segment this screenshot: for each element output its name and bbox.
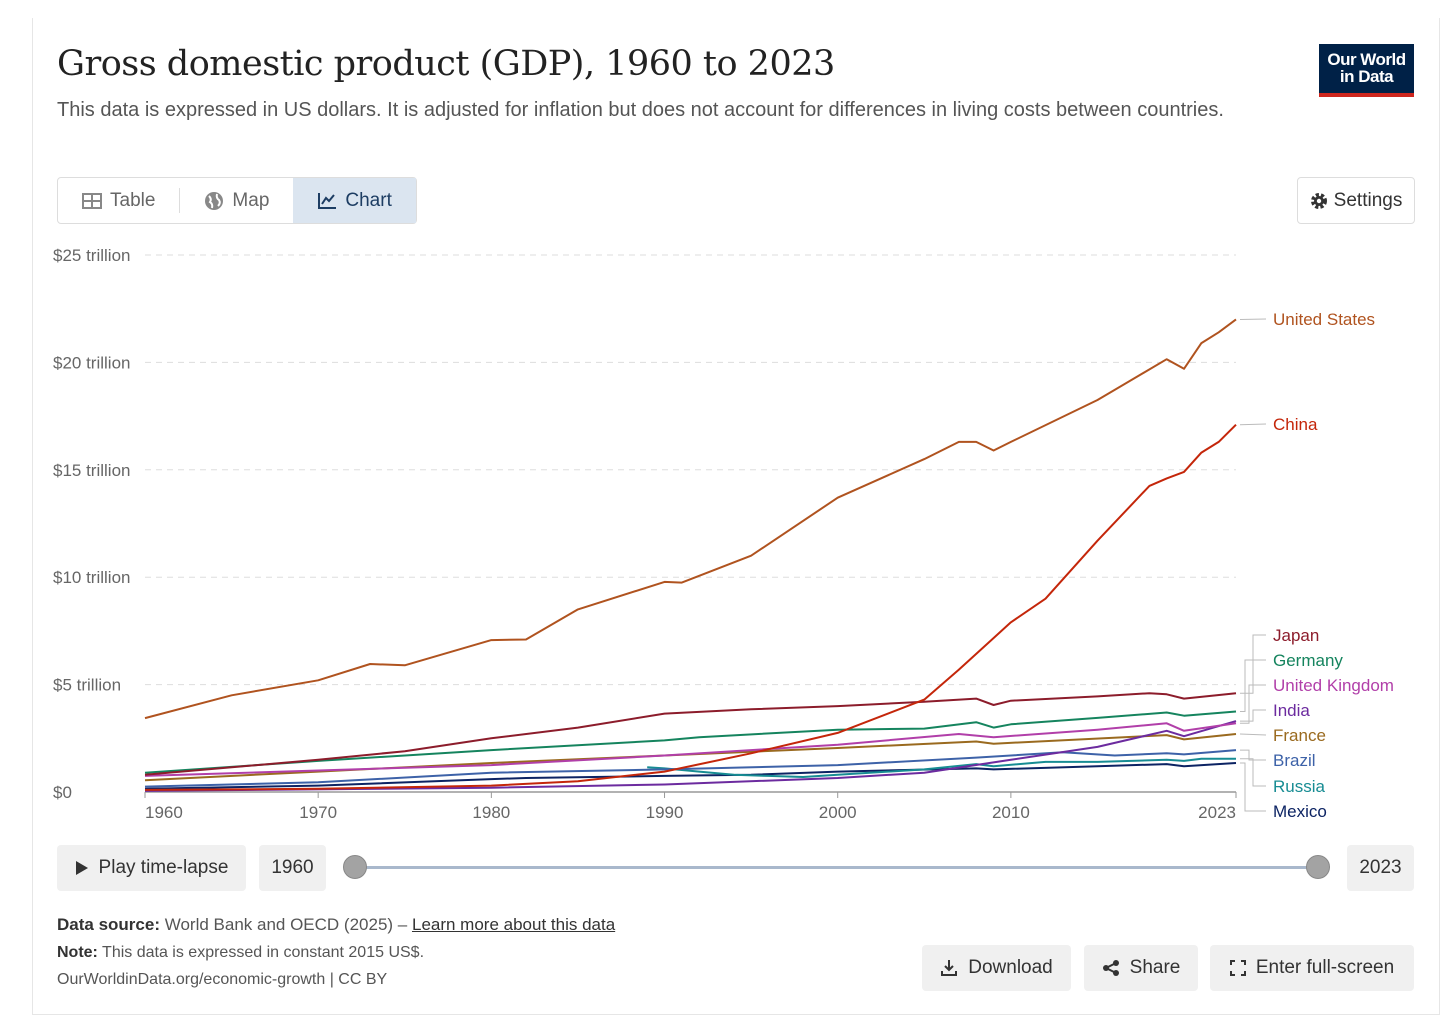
series-label-germany: Germany — [1273, 651, 1343, 670]
x-tick-label: 1980 — [472, 803, 510, 822]
x-tick-label: 1990 — [646, 803, 684, 822]
x-tick-label: 1960 — [145, 803, 183, 822]
chart-subtitle: This data is expressed in US dollars. It… — [57, 99, 1224, 121]
settings-button[interactable]: Settings — [1297, 177, 1415, 224]
gear-icon — [1310, 192, 1327, 209]
series-label-united-kingdom: United Kingdom — [1273, 676, 1394, 695]
y-tick-label: $25 trillion — [53, 246, 131, 265]
download-label: Download — [968, 957, 1053, 978]
series-label-china: China — [1273, 415, 1318, 434]
tab-map[interactable]: Map — [180, 178, 293, 223]
series-label-france: France — [1273, 726, 1326, 745]
series-label-united-states: United States — [1273, 310, 1375, 329]
download-icon — [941, 960, 958, 976]
fullscreen-label: Enter full-screen — [1255, 957, 1395, 978]
series-line-india — [144, 720, 1237, 792]
series-line-united-states — [144, 318, 1237, 720]
series-line-china — [144, 423, 1237, 791]
timeline-start-year[interactable]: 1960 — [259, 845, 326, 891]
y-tick-label: $15 trillion — [53, 461, 131, 480]
series-label-russia: Russia — [1273, 777, 1326, 796]
play-timelapse-button[interactable]: Play time-lapse — [57, 845, 246, 891]
legend-connector — [1240, 762, 1266, 812]
chart-card — [32, 18, 1440, 1015]
y-tick-label: $20 trillion — [53, 353, 131, 372]
x-tick-label: 2023 — [1198, 803, 1236, 822]
series-line-mexico — [144, 762, 1237, 790]
legend-connector — [1240, 758, 1266, 787]
globe-icon — [205, 191, 224, 210]
share-button[interactable]: Share — [1084, 945, 1198, 991]
line-chart-icon — [318, 192, 337, 209]
tab-map-label: Map — [232, 189, 270, 211]
settings-label: Settings — [1333, 189, 1403, 211]
series-label-mexico: Mexico — [1273, 802, 1327, 821]
table-icon — [82, 192, 102, 209]
legend-connector — [1240, 634, 1266, 694]
tab-table-label: Table — [110, 189, 156, 211]
gdp-line-chart: $0 $5 trillion $10 trillion $15 trillion $20… — [53, 246, 1394, 822]
chart-title: Gross domestic product (GDP), 1960 to 20… — [57, 44, 835, 84]
legend-connector — [1240, 749, 1266, 761]
timeline-start-handle[interactable] — [343, 855, 367, 879]
timeline-track[interactable] — [355, 866, 1318, 869]
tab-table[interactable]: Table — [58, 178, 179, 223]
legend-connector — [1240, 709, 1266, 722]
series-line-united-kingdom — [144, 722, 1237, 777]
series-line-france — [144, 733, 1237, 782]
y-tick-label: $0 — [53, 783, 72, 802]
tab-divider — [179, 188, 181, 213]
series-line-brazil — [144, 749, 1237, 788]
x-tick-label: 2000 — [819, 803, 857, 822]
owid-logo[interactable]: Our World in Data — [1319, 44, 1414, 97]
series-label-japan: Japan — [1273, 626, 1319, 645]
series-line-germany — [144, 710, 1237, 774]
y-tick-label: $5 trillion — [53, 676, 121, 695]
y-tick-label: $10 trillion — [53, 568, 131, 587]
note: Note: This data is expressed in constant… — [57, 944, 424, 962]
share-label: Share — [1129, 957, 1181, 978]
series-line-japan — [144, 692, 1237, 776]
data-source: Data source: World Bank and OECD (2025) … — [57, 915, 615, 935]
learn-more-link[interactable]: Learn more about this data — [411, 915, 616, 934]
source-label: Data source: — [57, 915, 160, 934]
note-label: Note: — [57, 944, 98, 961]
source-text: World Bank and OECD (2025) – — [164, 915, 408, 934]
x-tick-label: 1970 — [299, 803, 337, 822]
note-text: This data is expressed in constant 2015 … — [102, 944, 425, 961]
play-label: Play time-lapse — [98, 857, 229, 878]
legend-connector — [1240, 659, 1266, 712]
x-tick-label: 2010 — [992, 803, 1030, 822]
fullscreen-icon — [1229, 960, 1246, 976]
legend-connector — [1240, 684, 1266, 724]
tab-chart[interactable]: Chart — [293, 178, 416, 223]
series-line-russia — [647, 757, 1236, 778]
legend-connector — [1239, 423, 1267, 426]
timeline-end-year[interactable]: 2023 — [1347, 845, 1414, 891]
timeline-end-handle[interactable] — [1306, 855, 1330, 879]
fullscreen-button[interactable]: Enter full-screen — [1210, 945, 1414, 991]
share-icon — [1102, 960, 1119, 976]
series-label-india: India — [1273, 701, 1310, 720]
legend-connector — [1239, 733, 1267, 736]
view-tabs: Table Map Chart — [57, 177, 417, 224]
series-label-brazil: Brazil — [1273, 751, 1316, 770]
tab-chart-label: Chart — [345, 189, 392, 211]
source-url[interactable]: OurWorldinData.org/economic-growth | CC … — [57, 971, 388, 988]
download-button[interactable]: Download — [922, 945, 1071, 991]
play-icon — [75, 861, 88, 875]
